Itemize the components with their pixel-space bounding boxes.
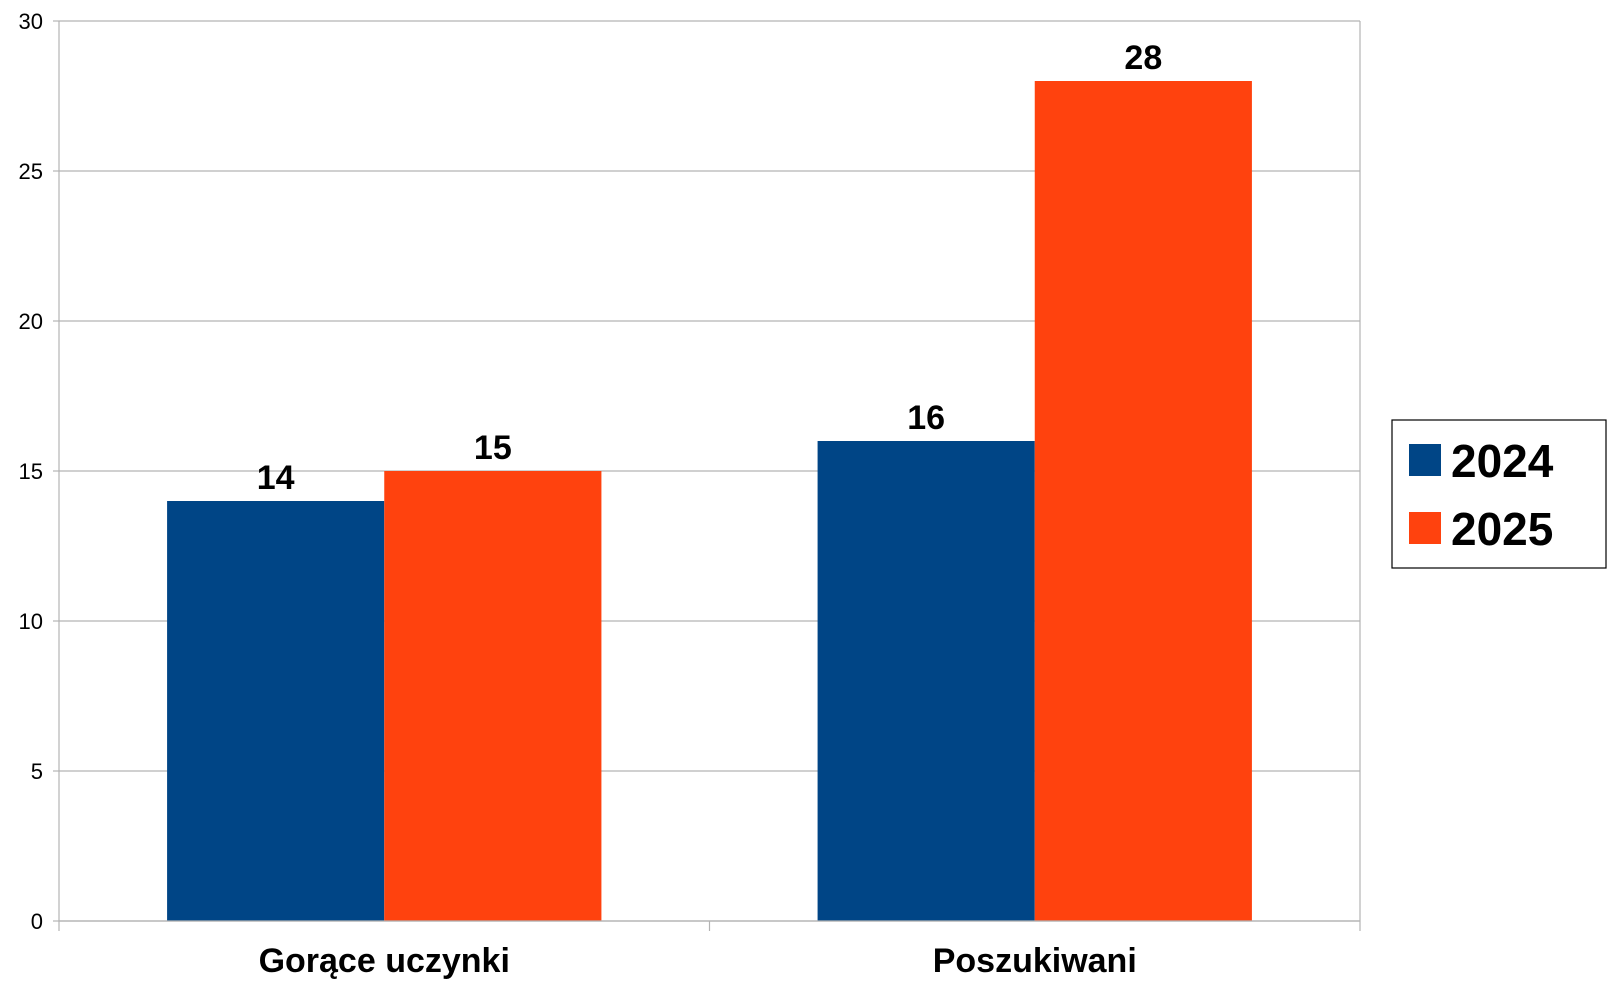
- y-tick-label: 0: [31, 909, 43, 934]
- x-category-label: Poszukiwani: [933, 942, 1137, 980]
- bar-2024-0: [167, 501, 385, 921]
- legend-swatch-2025: [1409, 512, 1441, 544]
- axes: [58, 21, 1361, 931]
- legend-label: 2025: [1451, 503, 1553, 555]
- bar-2025-1: [1034, 81, 1252, 921]
- data-label: 15: [474, 429, 512, 467]
- x-category-label: Gorące uczynki: [259, 942, 510, 980]
- y-tick-label: 30: [19, 9, 43, 34]
- y-tick-label: 5: [31, 759, 43, 784]
- data-label: 28: [1124, 39, 1162, 77]
- data-label: 14: [257, 459, 295, 497]
- bar-2025-0: [384, 471, 602, 921]
- data-labels: 14 15 16 28: [257, 39, 1162, 497]
- x-axis-labels: Gorące uczynki Poszukiwani: [259, 942, 1137, 980]
- bars: [167, 81, 1252, 921]
- y-axis-ticks: 0 5 10 15 20 25 30: [19, 9, 59, 934]
- y-tick-label: 15: [19, 459, 43, 484]
- bar-2024-1: [817, 441, 1035, 921]
- y-tick-label: 25: [19, 159, 43, 184]
- legend: 2024 2025: [1391, 419, 1607, 569]
- y-tick-label: 10: [19, 609, 43, 634]
- y-tick-label: 20: [19, 309, 43, 334]
- data-label: 16: [907, 399, 945, 437]
- legend-swatch-2024: [1409, 444, 1441, 476]
- legend-label: 2024: [1451, 435, 1554, 487]
